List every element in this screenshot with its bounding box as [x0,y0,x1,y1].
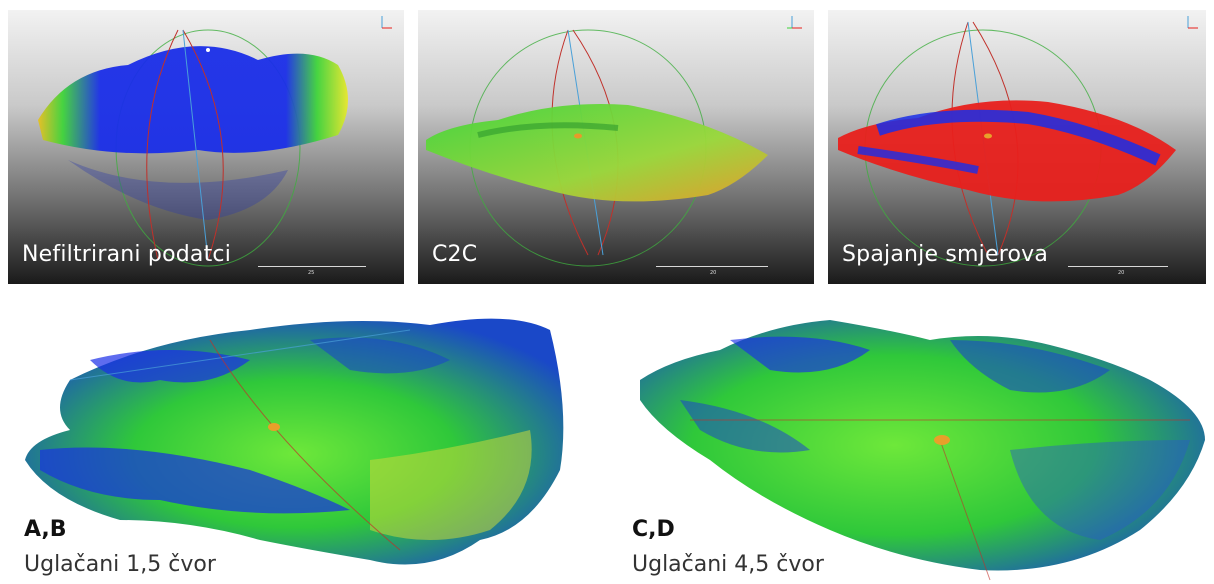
panel-caption: Nefiltrirani podatci [22,242,232,267]
smoothed-surface-4-5 [640,320,1205,581]
scale-label: 20 [710,270,717,276]
scale-bar [258,266,366,267]
view-description: Uglačani 1,5 čvor [24,552,216,577]
panel-caption: Spajanje smjerova [842,242,1049,267]
view-description: Uglačani 4,5 čvor [632,552,824,577]
axis-triad-icon [381,16,392,29]
panel-caption: C2C [432,242,478,267]
point-cloud-merged [838,21,1176,267]
scale-label: 20 [1118,270,1125,276]
point-cloud-unfiltered [38,29,348,267]
smoothed-surface-1-5 [25,318,564,565]
view-id-label: C,D [632,517,675,542]
axis-triad-icon [787,16,802,29]
scale-bar [1068,266,1168,267]
viewport-merged-directions: Spajanje smjerova 20 [828,10,1206,284]
viewport-unfiltered: Nefiltrirani podatci 25 [8,10,404,284]
viewport-c2c: C2C 20 [418,10,814,284]
point-cloud-c2c [426,29,768,267]
view-id-label: A,B [24,517,67,542]
scale-bar [656,266,768,267]
scale-label: 25 [308,270,315,276]
axis-triad-icon [1187,16,1198,29]
